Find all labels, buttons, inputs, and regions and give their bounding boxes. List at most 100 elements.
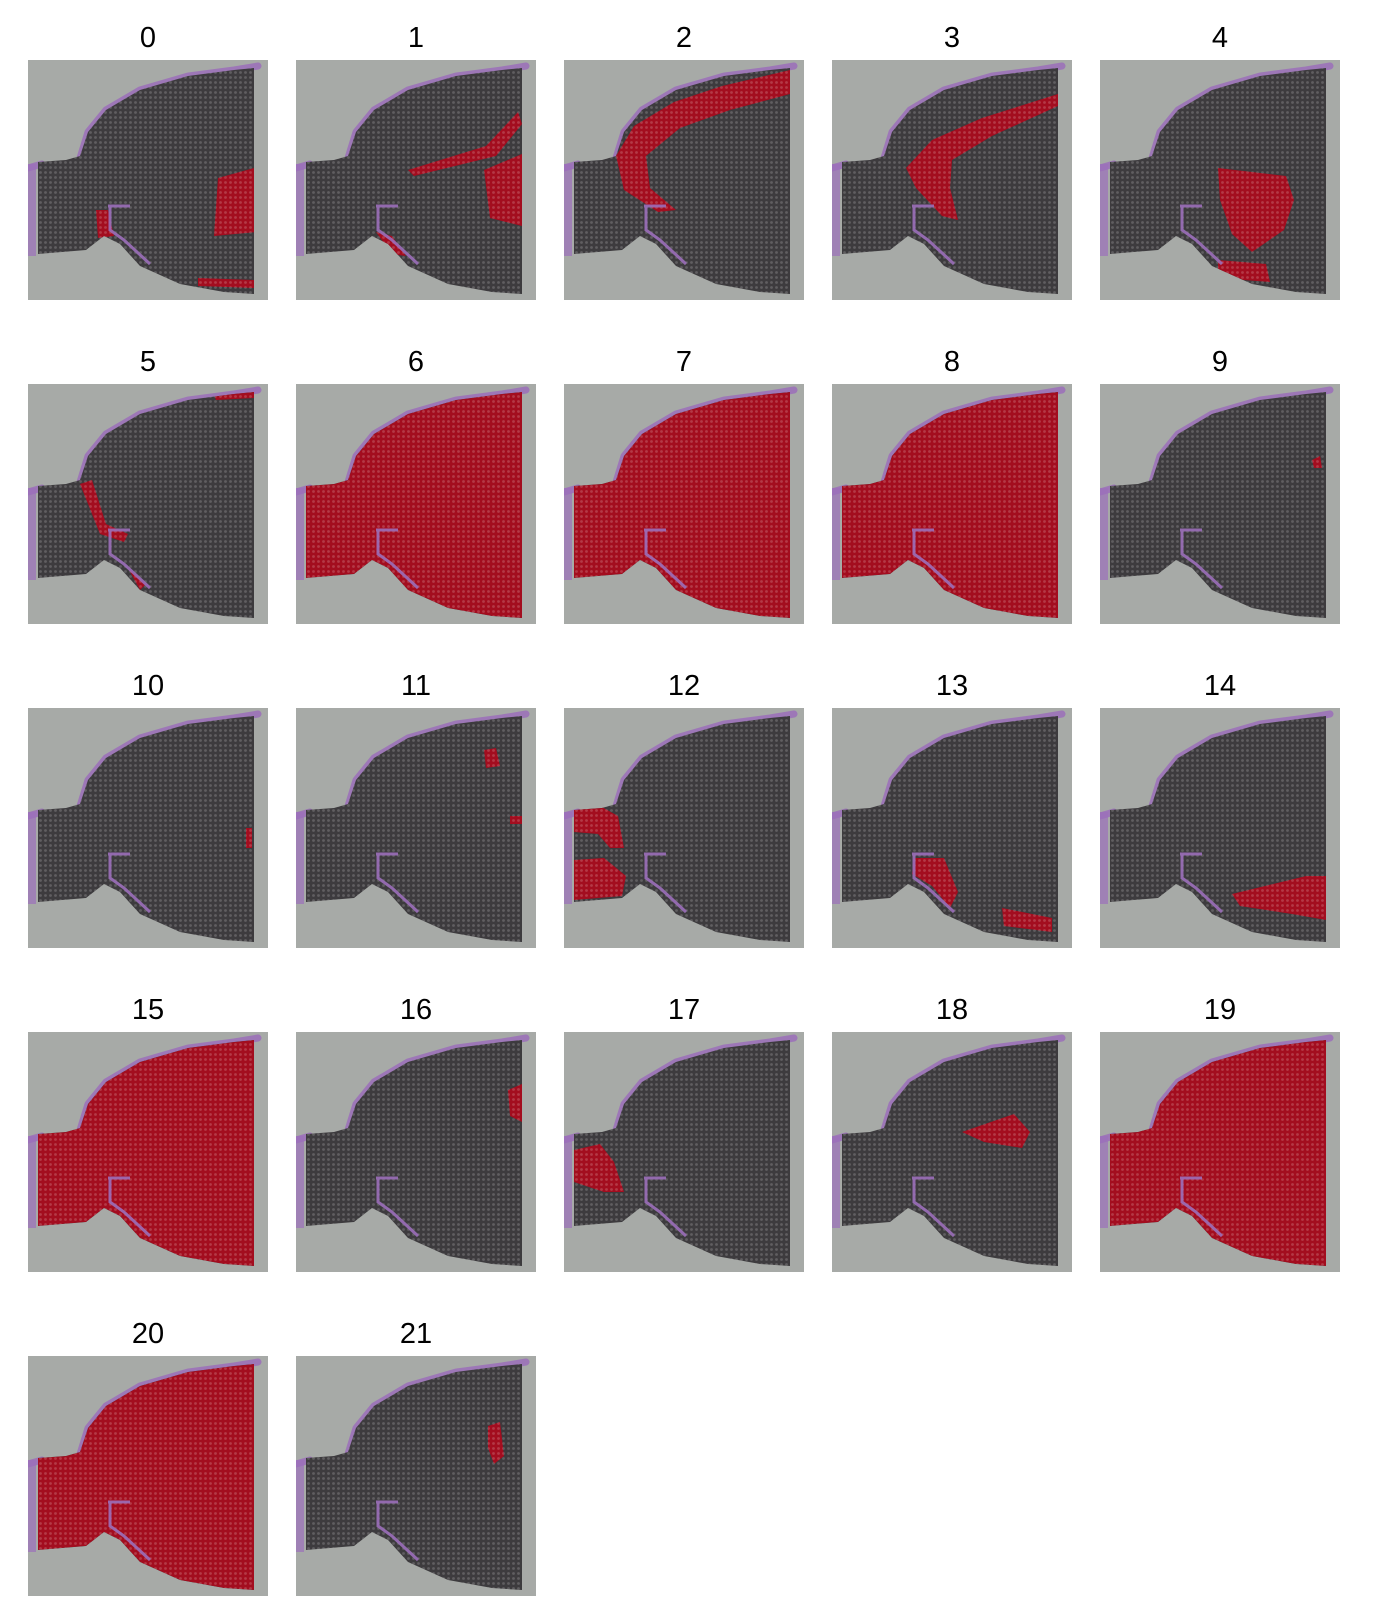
cluster-panel: 1 xyxy=(296,18,536,300)
panel-label: 8 xyxy=(943,346,961,378)
spot-texture xyxy=(38,1364,254,1590)
panel-label: 6 xyxy=(407,346,425,378)
cluster-panel: 20 xyxy=(28,1314,268,1596)
tissue-notch xyxy=(108,1176,152,1238)
spot-texture xyxy=(842,716,1058,942)
spatial-plot xyxy=(1100,1032,1340,1272)
tissue-notch xyxy=(644,1176,688,1238)
spatial-plot xyxy=(28,1356,268,1596)
spatial-plot xyxy=(28,708,268,948)
tissue-notch xyxy=(376,528,420,590)
panel-label: 2 xyxy=(675,22,693,54)
spatial-plot xyxy=(28,60,268,300)
cluster-panel: 17 xyxy=(564,990,804,1272)
panel-label: 9 xyxy=(1211,346,1229,378)
tissue-notch xyxy=(1180,528,1224,590)
tissue-notch xyxy=(1180,852,1224,914)
spot-texture xyxy=(1110,68,1326,294)
spot-texture xyxy=(306,716,522,942)
spot-texture xyxy=(574,392,790,618)
spatial-plot xyxy=(28,1032,268,1272)
spatial-plot xyxy=(564,60,804,300)
spot-texture xyxy=(38,68,254,294)
spot-texture xyxy=(1110,716,1326,942)
tissue-notch xyxy=(644,528,688,590)
cluster-panel: 10 xyxy=(28,666,268,948)
tissue-notch xyxy=(1180,1176,1224,1238)
cluster-panel: 15 xyxy=(28,990,268,1272)
spatial-plot xyxy=(832,60,1072,300)
spatial-plot xyxy=(832,384,1072,624)
tissue-notch xyxy=(644,204,688,266)
panel-label: 3 xyxy=(943,22,961,54)
cluster-panel: 2 xyxy=(564,18,804,300)
spot-texture xyxy=(574,716,790,942)
spatial-plot xyxy=(28,384,268,624)
spot-texture xyxy=(306,1040,522,1266)
spatial-plot xyxy=(296,1032,536,1272)
spot-texture xyxy=(38,1040,254,1266)
panel-label: 5 xyxy=(139,346,157,378)
cluster-panel: 3 xyxy=(832,18,1072,300)
spot-texture xyxy=(574,68,790,294)
spatial-plot xyxy=(296,708,536,948)
tissue-notch xyxy=(912,204,956,266)
spatial-plot xyxy=(1100,708,1340,948)
spatial-plot xyxy=(564,708,804,948)
cluster-panel: 6 xyxy=(296,342,536,624)
panel-label: 17 xyxy=(667,994,701,1026)
spatial-plot xyxy=(564,384,804,624)
spot-texture xyxy=(306,1364,522,1590)
cluster-panel: 19 xyxy=(1100,990,1340,1272)
panel-label: 10 xyxy=(131,670,165,702)
spot-texture xyxy=(842,1040,1058,1266)
tissue-notch xyxy=(644,852,688,914)
panel-label: 19 xyxy=(1203,994,1237,1026)
panel-label: 14 xyxy=(1203,670,1237,702)
tissue-notch xyxy=(376,204,420,266)
panel-label: 12 xyxy=(667,670,701,702)
tissue-notch xyxy=(1180,204,1224,266)
spatial-plot xyxy=(296,384,536,624)
spatial-plot xyxy=(1100,60,1340,300)
tissue-notch xyxy=(376,852,420,914)
spatial-plot xyxy=(564,1032,804,1272)
cluster-panel: 16 xyxy=(296,990,536,1272)
cluster-panel: 21 xyxy=(296,1314,536,1596)
tissue-notch xyxy=(108,528,152,590)
spatial-plot xyxy=(832,708,1072,948)
panel-label: 11 xyxy=(400,670,432,702)
tissue-notch xyxy=(912,1176,956,1238)
cluster-panel: 8 xyxy=(832,342,1072,624)
spatial-plot xyxy=(296,60,536,300)
spot-texture xyxy=(1110,1040,1326,1266)
panel-label: 7 xyxy=(675,346,693,378)
cluster-panel: 5 xyxy=(28,342,268,624)
spot-texture xyxy=(842,68,1058,294)
panel-label: 15 xyxy=(131,994,165,1026)
cluster-panel: 18 xyxy=(832,990,1072,1272)
cluster-panel: 13 xyxy=(832,666,1072,948)
panel-label: 4 xyxy=(1211,22,1229,54)
cluster-panel: 14 xyxy=(1100,666,1340,948)
spot-texture xyxy=(38,392,254,618)
spatial-plot xyxy=(296,1356,536,1596)
spot-texture xyxy=(574,1040,790,1266)
tissue-notch xyxy=(108,1500,152,1562)
panel-label: 1 xyxy=(407,22,425,54)
cluster-panel: 9 xyxy=(1100,342,1340,624)
cluster-panel: 7 xyxy=(564,342,804,624)
tissue-notch xyxy=(108,204,152,266)
spot-texture xyxy=(306,68,522,294)
panel-label: 18 xyxy=(935,994,969,1026)
spot-texture xyxy=(1110,392,1326,618)
tissue-notch xyxy=(376,1176,420,1238)
spot-texture xyxy=(842,392,1058,618)
cluster-panel: 0 xyxy=(28,18,268,300)
cluster-panel: 4 xyxy=(1100,18,1340,300)
panel-label: 0 xyxy=(139,22,157,54)
spatial-plot xyxy=(832,1032,1072,1272)
cluster-panel: 12 xyxy=(564,666,804,948)
panel-label: 21 xyxy=(399,1318,433,1350)
